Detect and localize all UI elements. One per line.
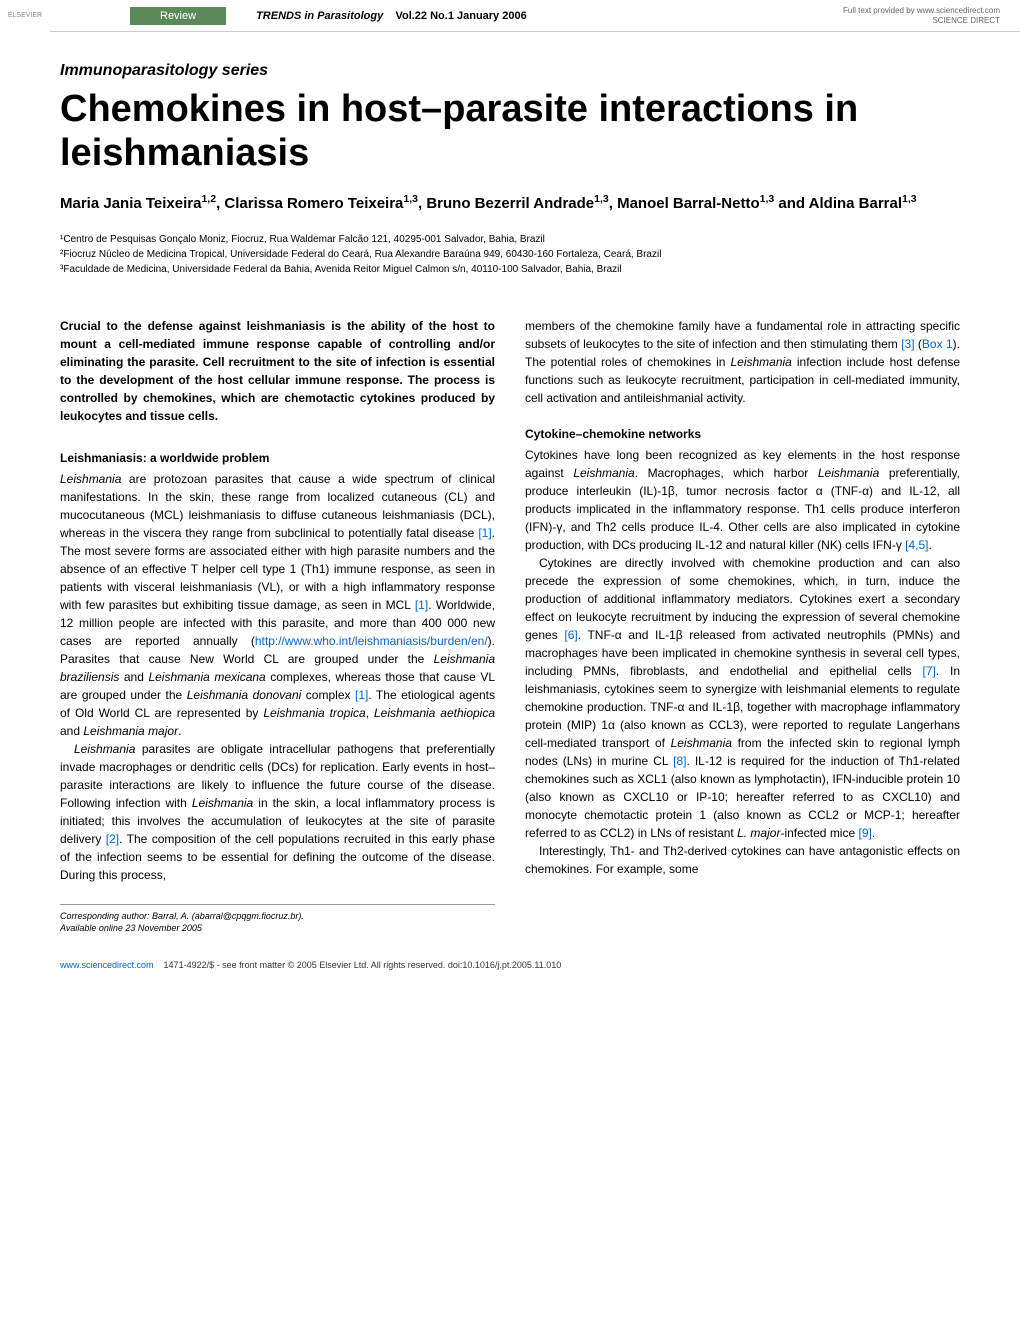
bottom-bar: www.sciencedirect.com 1471-4922/$ - see … bbox=[0, 955, 1020, 975]
section-heading: Leishmaniasis: a worldwide problem bbox=[60, 449, 495, 467]
paragraph: members of the chemokine family have a f… bbox=[525, 317, 960, 407]
paragraph: Cytokines are directly involved with che… bbox=[525, 554, 960, 842]
article-content: Immunoparasitology series Chemokines in … bbox=[0, 32, 1020, 955]
paragraph: Interestingly, Th1- and Th2-derived cyto… bbox=[525, 842, 960, 878]
paragraph: Leishmania are protozoan parasites that … bbox=[60, 470, 495, 740]
affiliations: ¹Centro de Pesquisas Gonçalo Moniz, Fioc… bbox=[60, 232, 960, 277]
site-url: www.sciencedirect.com bbox=[60, 960, 154, 970]
column-left: Crucial to the defense against leishmani… bbox=[60, 317, 495, 935]
article-title: Chemokines in host–parasite interactions… bbox=[60, 88, 960, 175]
paragraph: Cytokines have long been recognized as k… bbox=[525, 446, 960, 554]
review-badge: Review bbox=[130, 7, 226, 25]
section-heading: Cytokine–chemokine networks bbox=[525, 425, 960, 443]
journal-name: TRENDS in Parasitology bbox=[256, 10, 383, 22]
body-columns: Crucial to the defense against leishmani… bbox=[60, 317, 960, 935]
column-right: members of the chemokine family have a f… bbox=[525, 317, 960, 935]
paragraph: Leishmania parasites are obligate intrac… bbox=[60, 740, 495, 884]
journal-info: TRENDS in Parasitology Vol.22 No.1 Janua… bbox=[256, 10, 527, 22]
series-label: Immunoparasitology series bbox=[60, 62, 960, 80]
elsevier-logo: ELSEVIER bbox=[0, 0, 50, 32]
copyright: 1471-4922/$ - see front matter © 2005 El… bbox=[164, 960, 562, 970]
authors: Maria Jania Teixeira1,2, Clarissa Romero… bbox=[60, 193, 960, 214]
corresponding-author: Corresponding author: Barral, A. (abarra… bbox=[60, 910, 495, 923]
provider-line1: Full text provided by www.sciencedirect.… bbox=[843, 6, 1000, 16]
journal-issue: Vol.22 No.1 January 2006 bbox=[395, 10, 526, 22]
abstract: Crucial to the defense against leishmani… bbox=[60, 317, 495, 425]
header-bar: ELSEVIER Review TRENDS in Parasitology V… bbox=[0, 0, 1020, 32]
provider-line2: SCIENCE DIRECT bbox=[843, 16, 1000, 26]
available-online: Available online 23 November 2005 bbox=[60, 922, 495, 935]
correspondence-footer: Corresponding author: Barral, A. (abarra… bbox=[60, 904, 495, 935]
provider-info: Full text provided by www.sciencedirect.… bbox=[843, 6, 1000, 25]
